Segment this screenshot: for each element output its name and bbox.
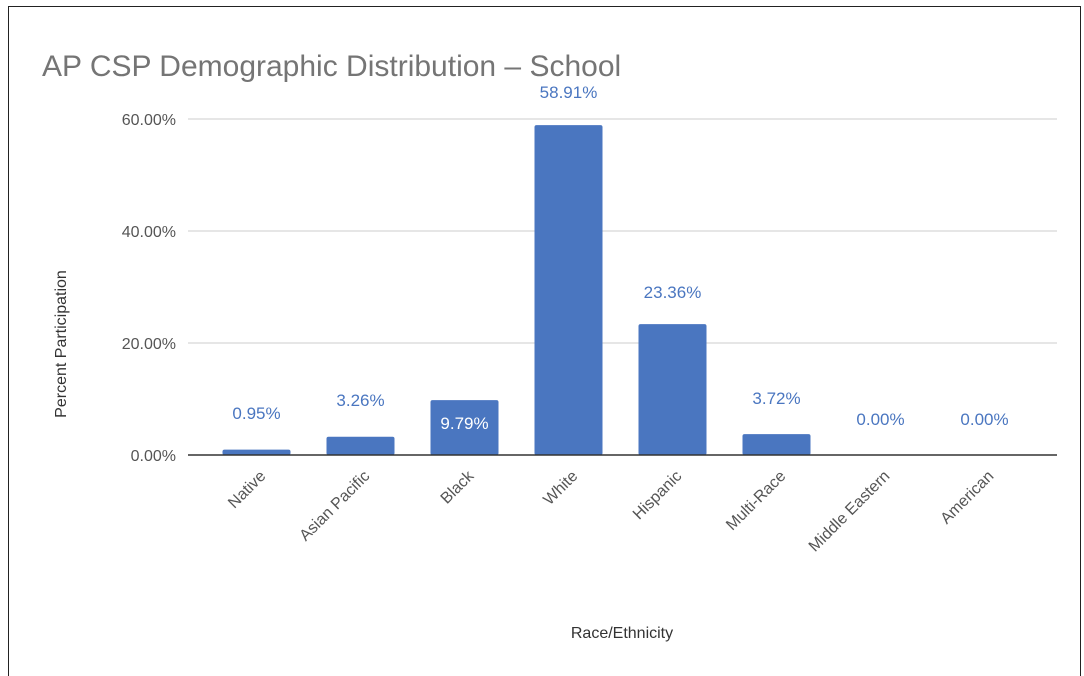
chart-title: AP CSP Demographic Distribution – School xyxy=(42,50,621,83)
data-labels: 0.95% 3.26% 9.79% 58.91% 23.36% 3.72% 0.00% 0.0… xyxy=(232,83,1008,433)
bar xyxy=(222,449,291,455)
data-label: 23.36% xyxy=(644,283,702,302)
gridlines xyxy=(188,118,1057,344)
bar xyxy=(638,324,707,455)
x-tick-label: Asian Pacific xyxy=(297,468,374,545)
y-tick-label: 20.00% xyxy=(122,336,176,353)
y-tick-label: 40.00% xyxy=(122,224,176,241)
bar xyxy=(534,125,603,455)
x-tick-label: Middle Eastern xyxy=(806,468,893,555)
x-tick-label: Black xyxy=(438,467,478,507)
bar xyxy=(742,434,811,455)
data-label: 58.91% xyxy=(540,83,598,102)
bar xyxy=(430,400,499,455)
bar xyxy=(326,436,395,455)
y-tick-labels: 0.00% 20.00% 40.00% 60.00% xyxy=(122,112,176,465)
y-axis-title: Percent Participation xyxy=(53,270,70,418)
y-tick-label: 0.00% xyxy=(131,448,176,465)
y-tick-label: 60.00% xyxy=(122,112,176,129)
data-label: 0.00% xyxy=(960,410,1008,429)
data-label: 3.72% xyxy=(752,389,800,408)
x-tick-label: Native xyxy=(225,468,269,512)
bars xyxy=(222,125,811,455)
x-tick-label: Multi-Race xyxy=(723,468,789,534)
x-tick-label: White xyxy=(540,468,581,509)
x-axis-title: Race/Ethnicity xyxy=(571,625,673,642)
data-label: 9.79% xyxy=(440,414,488,433)
data-label: 0.95% xyxy=(232,404,280,423)
x-tick-labels: Native Asian Pacific Black White Hispanic Mul… xyxy=(225,467,997,555)
data-label: 0.00% xyxy=(856,410,904,429)
x-tick-label: American xyxy=(938,468,998,528)
data-label: 3.26% xyxy=(336,391,384,410)
x-tick-label: Hispanic xyxy=(630,468,685,523)
